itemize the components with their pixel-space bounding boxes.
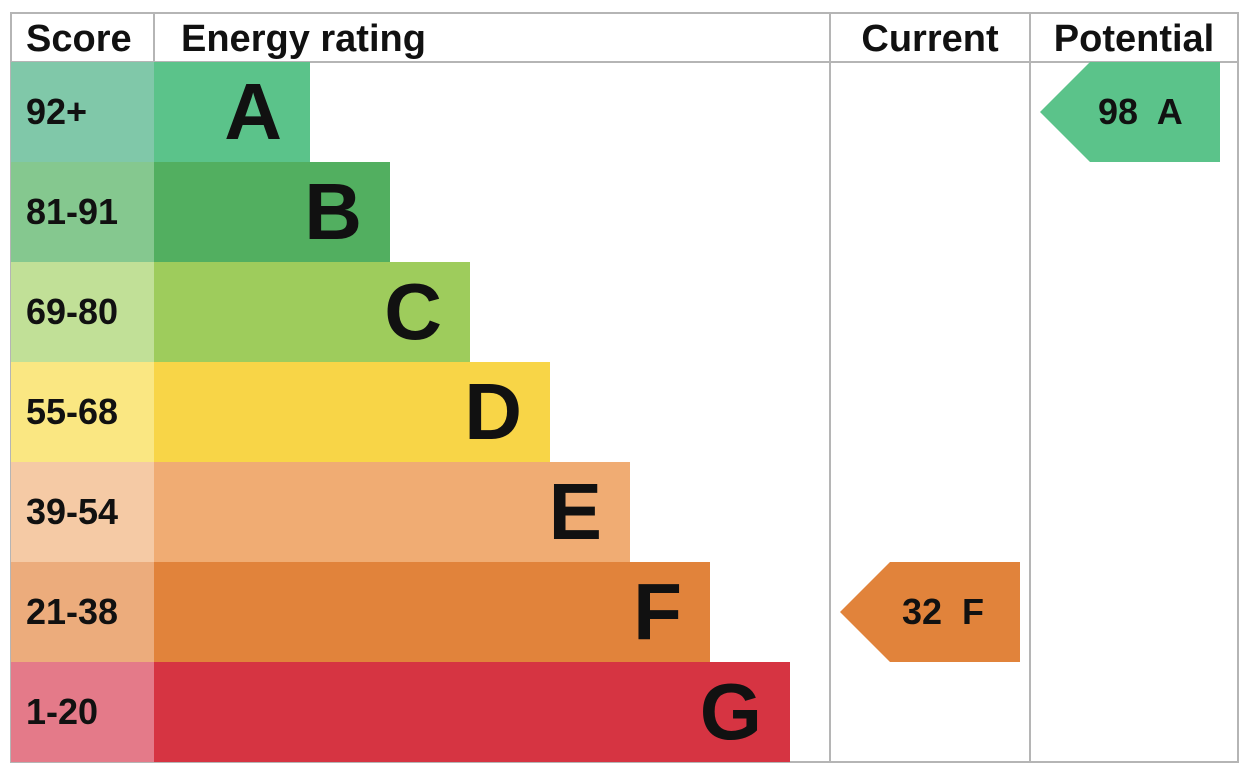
score-range-e: 39-54 (11, 462, 154, 562)
frame-top (11, 12, 1239, 14)
rating-letter-e: E (548, 467, 602, 556)
rating-bar-g: G (154, 662, 790, 762)
rating-bar-b: B (154, 162, 390, 262)
score-range-g: 1-20 (11, 662, 154, 762)
rating-letter-f: F (633, 567, 682, 656)
rating-letter-g: G (699, 667, 762, 756)
rating-letter-c: C (384, 267, 442, 356)
potential-rating-arrow: 98 A (1040, 62, 1220, 162)
current-arrow-shape (840, 562, 1020, 662)
rating-bar-f: F (154, 562, 710, 662)
current-arrow-fill (840, 562, 1020, 662)
score-range-a: 92+ (11, 62, 154, 162)
potential-rating-label: 98 A (1098, 91, 1183, 132)
frame-right (1237, 12, 1239, 763)
header-score: Score (26, 18, 132, 60)
frame-divider-score (153, 12, 155, 62)
rating-bar-a: A (154, 62, 310, 162)
frame-header-bottom (11, 61, 1239, 63)
potential-arrow-shape (1040, 62, 1220, 162)
header-current: Current (861, 18, 999, 60)
score-range-c: 69-80 (11, 262, 154, 362)
current-rating-arrow: 32 F (840, 562, 1020, 662)
frame-divider-potential (1029, 12, 1031, 763)
rating-bar-e: E (154, 462, 630, 562)
rating-letter-b: B (304, 167, 362, 256)
rating-bar-d: D (154, 362, 550, 462)
rating-letter-a: A (224, 67, 282, 156)
header-potential: Potential (1053, 18, 1215, 60)
header-energy-rating: Energy rating (181, 18, 426, 60)
current-rating-label: 32 F (902, 591, 985, 632)
rating-letter-d: D (464, 367, 522, 456)
potential-arrow-fill (1040, 62, 1220, 162)
frame-divider-current (829, 12, 831, 763)
score-range-f: 21-38 (11, 562, 154, 662)
score-range-b: 81-91 (11, 162, 154, 262)
frame-bottom (11, 761, 1239, 763)
score-range-d: 55-68 (11, 362, 154, 462)
rating-bar-c: C (154, 262, 470, 362)
